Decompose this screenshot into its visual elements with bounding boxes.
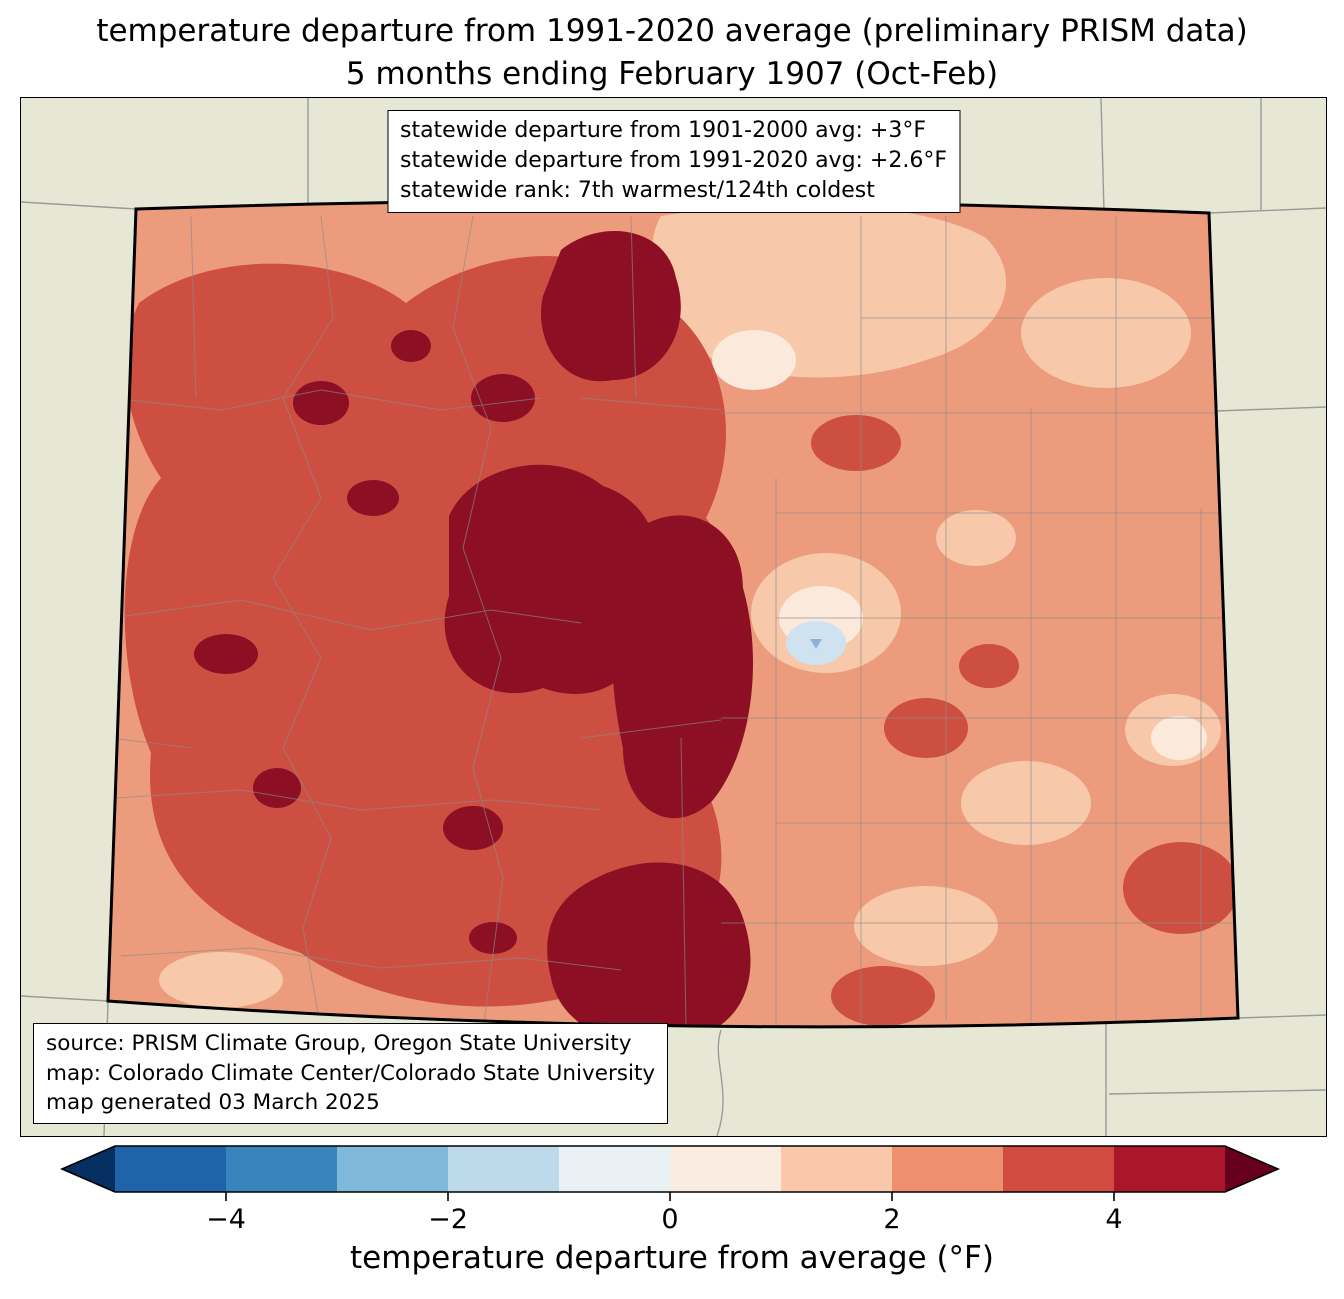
stats-line-3: statewide rank: 7th warmest/124th coldes… [399, 177, 875, 203]
colorbar-gradient: −4 −2 0 2 4 [59, 1145, 1281, 1235]
dark-anomaly-cores [194, 231, 753, 1027]
colorbar-tick-label: 0 [661, 1204, 678, 1235]
source-line-3: map generated 03 March 2025 [46, 1089, 380, 1115]
stats-line-1: statewide departure from 1901-2000 avg: … [399, 118, 927, 143]
title-line-2: 5 months ending February 1907 (Oct-Feb) [345, 55, 999, 92]
stats-line-2: statewide departure from 1991-2020 avg: … [399, 147, 948, 173]
map-axes: statewide departure from 1901-2000 avg: … [20, 97, 1327, 1137]
colorbar-ticks [225, 1192, 1115, 1201]
title-line-1: temperature departure from 1991-2020 ave… [96, 13, 1248, 49]
light-anomaly-patches [159, 204, 1221, 1027]
colorbar-tick-label: −2 [428, 1204, 468, 1235]
colorbar-left-arrow [62, 1146, 115, 1192]
county-lines-layer [110, 215, 1235, 1027]
colorbar-right-arrow [1225, 1146, 1278, 1192]
colorbar-tick-labels: −4 −2 0 2 4 [206, 1204, 1123, 1235]
temperature-field [110, 204, 1238, 1027]
colorbar-segments [62, 1146, 1278, 1192]
source-line-2: map: Colorado Climate Center/Colorado St… [46, 1060, 656, 1086]
colorbar: −4 −2 0 2 4 [0, 1138, 1344, 1238]
neighbor-state-lines [21, 98, 1326, 1136]
cooler-spot-marker [810, 639, 822, 649]
colorbar-axis-label: temperature departure from average (°F) [350, 1240, 994, 1276]
statewide-stats-box: statewide departure from 1901-2000 avg: … [386, 110, 961, 213]
colorbar-outline [59, 1145, 1281, 1193]
colorbar-tick-label: 2 [883, 1204, 900, 1235]
figure-title: temperature departure from 1991-2020 ave… [0, 10, 1344, 96]
colorbar-tick-label: 4 [1105, 1204, 1122, 1235]
source-line-1: source: PRISM Climate Group, Oregon Stat… [46, 1031, 632, 1057]
medium-anomaly-regions [124, 255, 1238, 1026]
colorado-temperature-map [21, 98, 1326, 1136]
cooler-spot [786, 621, 846, 665]
colorbar-tick-label: −4 [206, 1204, 246, 1235]
source-credit-box: source: PRISM Climate Group, Oregon Stat… [33, 1023, 669, 1124]
